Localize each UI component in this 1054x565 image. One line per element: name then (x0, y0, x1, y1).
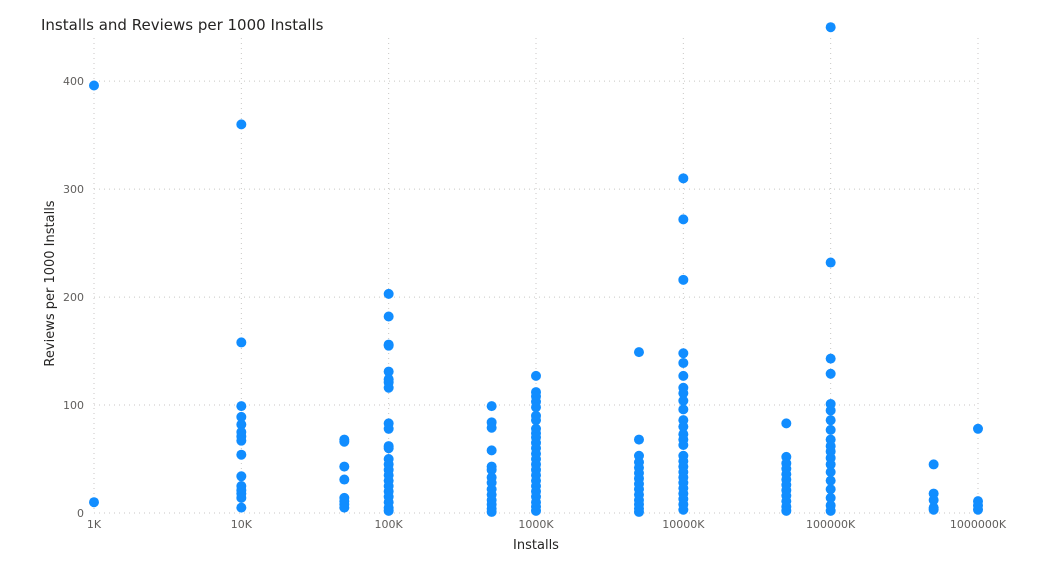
data-point[interactable] (339, 502, 350, 513)
data-point[interactable] (486, 445, 497, 456)
data-point[interactable] (89, 497, 99, 508)
data-point[interactable] (678, 388, 689, 399)
data-point[interactable] (678, 439, 689, 450)
data-point[interactable] (486, 422, 497, 433)
data-point[interactable] (531, 505, 541, 516)
data-point[interactable] (236, 492, 247, 503)
data-point[interactable] (633, 347, 644, 358)
data-point[interactable] (236, 411, 247, 422)
data-point[interactable] (678, 274, 689, 285)
data-point[interactable] (531, 402, 541, 413)
data-point[interactable] (339, 474, 350, 485)
data-points (89, 22, 983, 517)
data-point[interactable] (89, 80, 99, 91)
data-point[interactable] (383, 382, 394, 393)
data-point[interactable] (973, 504, 983, 515)
x-tick-label: 100K (375, 518, 404, 531)
data-point[interactable] (236, 119, 247, 130)
data-point[interactable] (825, 405, 836, 416)
x-tick-label: 10000K (662, 518, 705, 531)
data-point[interactable] (973, 423, 983, 434)
data-point[interactable] (236, 337, 247, 348)
x-tick-label: 1000K (518, 518, 554, 531)
data-point[interactable] (339, 436, 350, 447)
data-point[interactable] (825, 424, 836, 435)
data-point[interactable] (825, 22, 836, 33)
x-axis-label: Installs (513, 538, 559, 553)
data-point[interactable] (486, 506, 497, 517)
data-point[interactable] (236, 449, 247, 460)
data-point[interactable] (633, 506, 644, 517)
y-tick-label: 400 (63, 75, 84, 88)
data-point[interactable] (678, 504, 689, 515)
data-point[interactable] (383, 505, 394, 516)
y-axis-label: Reviews per 1000 Installs (43, 200, 58, 366)
data-point[interactable] (678, 348, 689, 359)
data-point[interactable] (236, 419, 247, 430)
y-tick-label: 100 (63, 399, 84, 412)
x-tick-label: 1000000K (950, 518, 1007, 531)
data-point[interactable] (825, 505, 836, 516)
x-tick-label: 10K (231, 518, 253, 531)
data-point[interactable] (383, 288, 394, 299)
data-point[interactable] (678, 357, 689, 368)
data-point[interactable] (678, 404, 689, 415)
data-point[interactable] (825, 353, 836, 364)
data-point[interactable] (825, 475, 836, 486)
data-point[interactable] (236, 471, 247, 482)
data-point[interactable] (383, 366, 394, 377)
data-point[interactable] (928, 504, 939, 515)
data-point[interactable] (678, 214, 689, 225)
data-point[interactable] (531, 370, 541, 381)
y-tick-label: 0 (77, 507, 84, 520)
data-point[interactable] (825, 459, 836, 470)
data-point[interactable] (678, 421, 689, 432)
data-point[interactable] (928, 459, 939, 470)
data-point[interactable] (383, 423, 394, 434)
data-point[interactable] (678, 370, 689, 381)
data-point[interactable] (825, 466, 836, 477)
data-point[interactable] (781, 418, 792, 429)
chart-title: Installs and Reviews per 1000 Installs (41, 16, 324, 34)
data-point[interactable] (781, 505, 792, 516)
data-point[interactable] (383, 311, 394, 322)
data-point[interactable] (678, 395, 689, 406)
x-tick-label: 100000K (806, 518, 856, 531)
x-tick-label: 1K (87, 518, 102, 531)
data-point[interactable] (825, 492, 836, 503)
data-point[interactable] (928, 495, 939, 506)
data-point[interactable] (678, 173, 689, 184)
data-point[interactable] (633, 434, 644, 445)
data-point[interactable] (236, 435, 247, 446)
data-point[interactable] (486, 464, 497, 475)
data-point[interactable] (825, 257, 836, 268)
data-point[interactable] (236, 401, 247, 412)
data-point[interactable] (383, 340, 394, 351)
data-point[interactable] (486, 401, 497, 412)
data-point[interactable] (531, 415, 541, 426)
data-point[interactable] (825, 484, 836, 495)
y-tick-label: 200 (63, 291, 84, 304)
data-point[interactable] (825, 415, 836, 426)
axis-ticks: 0 100 200 300 400 1K 10K 100K 1000K 10000K 100000K… (63, 75, 1007, 531)
data-point[interactable] (825, 368, 836, 379)
data-point[interactable] (339, 461, 350, 472)
y-tick-label: 300 (63, 183, 84, 196)
data-point[interactable] (236, 502, 247, 513)
data-point[interactable] (383, 443, 394, 454)
